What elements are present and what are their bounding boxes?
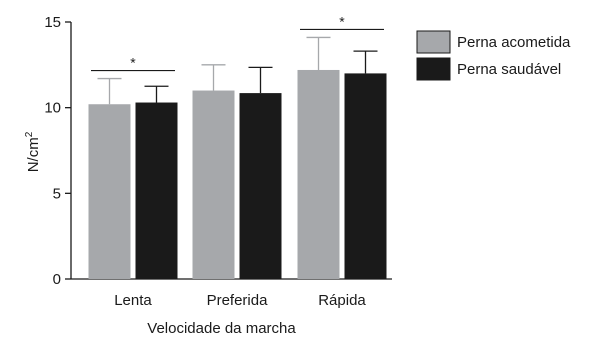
y-tick-label: 15 bbox=[44, 14, 61, 31]
x-tick-label: Preferida bbox=[207, 292, 269, 309]
legend: Perna acometida Perna saudável bbox=[416, 30, 571, 81]
bar-perna-saudavel bbox=[239, 93, 282, 279]
bar-perna-acometida bbox=[88, 104, 131, 280]
significance-marker: * bbox=[339, 13, 345, 29]
x-tick-label: Rápida bbox=[318, 292, 366, 309]
y-axis-title-superscript: 2 bbox=[24, 131, 35, 137]
y-tick-label: 0 bbox=[53, 271, 61, 288]
significance-marker: * bbox=[130, 55, 136, 71]
x-axis-title: Velocidade da marcha bbox=[147, 320, 296, 337]
y-tick-label: 5 bbox=[53, 185, 61, 202]
bar-perna-acometida bbox=[192, 90, 235, 280]
legend-swatch bbox=[416, 57, 451, 81]
legend-label: Perna acometida bbox=[457, 34, 571, 51]
bar-perna-acometida bbox=[297, 69, 340, 280]
y-tick-label: 10 bbox=[44, 100, 61, 117]
bars bbox=[88, 36, 387, 280]
legend-label: Perna saudável bbox=[457, 61, 561, 78]
bar-perna-saudavel bbox=[135, 102, 178, 279]
bar-perna-saudavel bbox=[344, 73, 387, 280]
y-axis-title: N/cm2 bbox=[24, 131, 42, 172]
x-tick-label: Lenta bbox=[114, 292, 152, 309]
y-axis-title-base: N/cm bbox=[25, 137, 42, 172]
labels: 0 5 10 15 Lenta Preferida Rápida * * Velocidade d… bbox=[24, 13, 384, 337]
legend-swatch bbox=[416, 30, 451, 54]
